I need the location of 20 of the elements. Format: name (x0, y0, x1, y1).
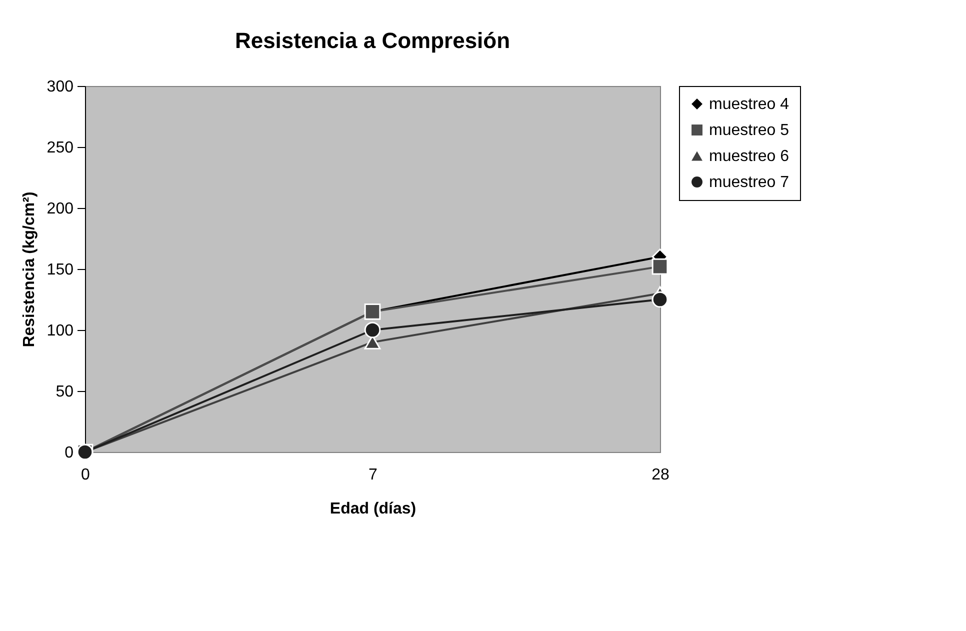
y-tick-label: 300 (46, 78, 74, 96)
x-tick-label: 7 (368, 466, 378, 484)
y-tick-label: 150 (46, 262, 74, 278)
x-tick-label: 28 (652, 466, 670, 484)
y-axis-title: Resistencia (kg/cm²) (20, 192, 38, 348)
y-tick-label: 100 (46, 322, 74, 340)
y-tick-label: 0 (64, 444, 74, 462)
y-tick-label: 50 (56, 384, 74, 400)
legend-label: muestreo 6 (709, 148, 790, 165)
legend-label: muestreo 4 (709, 96, 790, 113)
legend-label: muestreo 7 (709, 174, 790, 191)
x-axis-title: Edad (días) (330, 500, 416, 518)
legend-label: muestreo 5 (709, 122, 790, 139)
y-tick-label: 200 (46, 200, 74, 218)
y-tick-label: 250 (46, 140, 74, 156)
point (364, 322, 381, 338)
point (652, 291, 668, 308)
point (652, 258, 668, 275)
x-tick-label: 0 (81, 466, 90, 484)
chart-title: Resistencia a Compresión (234, 28, 510, 53)
